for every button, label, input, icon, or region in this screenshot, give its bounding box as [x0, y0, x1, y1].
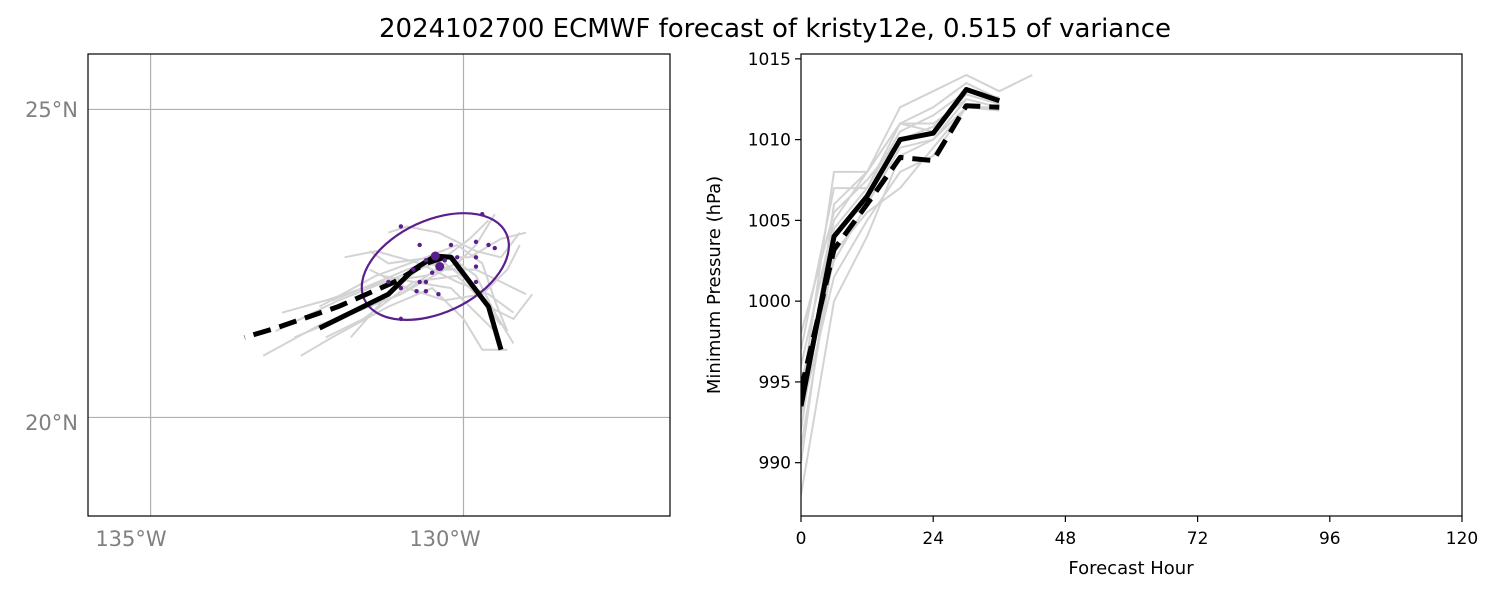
- lat-tick-label-25n: 25°N: [25, 98, 78, 122]
- member-point: [398, 224, 404, 229]
- member-point-large: [435, 262, 445, 272]
- y-tick-label: 1015: [748, 50, 791, 70]
- pressure-ylabel: Minimum Pressure (hPa): [704, 176, 725, 394]
- member-point: [455, 255, 460, 260]
- lon-tick-label-135w: 135°W: [95, 527, 167, 551]
- y-tick-label: 1010: [748, 131, 791, 151]
- member-point: [414, 288, 419, 294]
- pressure-xlabel: Forecast Hour: [1068, 558, 1194, 579]
- member-point: [411, 267, 416, 272]
- member-point: [417, 242, 422, 248]
- member-point: [423, 258, 429, 263]
- ensemble-track: [281, 213, 496, 314]
- y-tick-label: 1005: [748, 211, 791, 231]
- member-point: [473, 239, 479, 245]
- figure-title: 2024102700 ECMWF forecast of kristy12e, …: [379, 14, 1171, 44]
- member-point: [423, 279, 429, 285]
- map-tracks: [243, 211, 534, 357]
- pressure-ensemble-line: [801, 106, 1000, 496]
- member-point: [486, 242, 491, 248]
- ensemble-track: [325, 274, 534, 339]
- member-point: [398, 285, 404, 291]
- uncertainty-ellipse: [360, 212, 510, 321]
- x-tick-label: 0: [796, 529, 807, 549]
- member-point: [473, 279, 479, 285]
- pressure-ensemble-line: [801, 106, 968, 447]
- ensemble-track: [344, 250, 515, 314]
- lat-tick-label-20n: 20°N: [25, 411, 78, 435]
- map-gridlines: [88, 54, 670, 516]
- y-tick-label: 995: [759, 373, 791, 393]
- ensemble-track: [388, 225, 521, 259]
- member-point: [398, 316, 404, 322]
- member-point: [473, 255, 479, 260]
- member-point: [417, 279, 422, 285]
- pressure-ticks: 0 24 48 72 96 120 990 995 1000 1005 1010 1015: [748, 50, 1478, 549]
- pressure-panel: 0 24 48 72 96 120 990 995 1000 1005 1010 1015 Forec…: [704, 50, 1478, 579]
- lon-tick-label-130w: 130°W: [409, 527, 481, 551]
- member-point: [442, 258, 447, 263]
- x-tick-label: 72: [1187, 529, 1209, 549]
- pressure-ensemble-line: [801, 93, 1000, 334]
- member-point: [436, 292, 441, 297]
- ensemble-track: [300, 286, 508, 357]
- pressure-frame: [800, 53, 1463, 517]
- map-frame: [87, 53, 671, 517]
- member-point: [429, 270, 435, 275]
- pressure-solid-line: [801, 87, 1001, 407]
- y-tick-label: 990: [759, 454, 791, 474]
- member-point: [386, 279, 391, 285]
- pressure-ensemble-line: [801, 73, 1033, 367]
- member-point: [473, 264, 479, 269]
- pressure-lines: [801, 73, 1033, 496]
- member-point: [492, 245, 497, 251]
- x-tick-label: 48: [1055, 529, 1077, 549]
- ensemble-track: [319, 243, 509, 332]
- member-point: [423, 288, 429, 294]
- member-point: [480, 211, 485, 217]
- x-tick-label: 96: [1319, 529, 1341, 549]
- member-point-large: [430, 251, 440, 261]
- x-tick-label: 120: [1446, 529, 1478, 549]
- member-point: [448, 242, 454, 248]
- x-tick-label: 24: [922, 529, 944, 549]
- pressure-dashed-line: [801, 103, 1000, 391]
- y-tick-label: 1000: [748, 292, 791, 312]
- track-map-panel: 135°W 130°W 25°N 20°N: [25, 53, 671, 551]
